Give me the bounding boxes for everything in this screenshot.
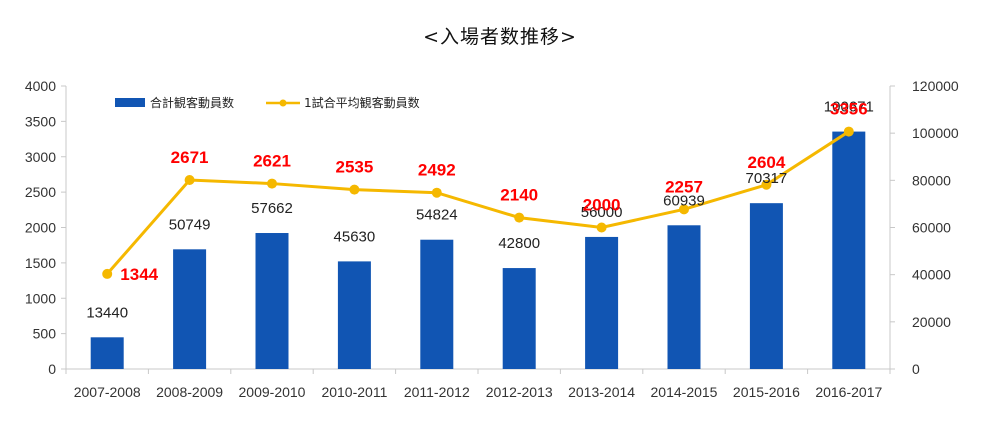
bar [585,236,619,369]
y-left-tick-label: 3500 [25,113,56,129]
bar-value-label: 54824 [416,207,458,224]
bar-value-label: 50749 [169,216,211,233]
y-left-tick-label: 1000 [25,290,56,306]
legend: 合計観客動員数 1試合平均観客動員数 [115,95,420,110]
bar [502,268,536,369]
y-left-tick-label: 3000 [25,149,56,165]
y-left-tick-label: 1500 [25,255,56,271]
y-left-tick-label: 2000 [25,220,56,236]
x-tick-label: 2008-2009 [156,384,223,400]
line-series [102,126,854,279]
y-right-tick-label: 40000 [912,267,951,283]
x-tick-label: 2016-2017 [815,384,882,400]
line-point [102,268,113,279]
x-tick-label: 2014-2015 [651,384,718,400]
bar-series [90,131,866,369]
y-left-tick-label: 4000 [25,78,56,94]
axes: 0500100015002000250030003500400002000040… [25,78,959,400]
legend-line-label: 1試合平均観客動員数 [304,95,420,110]
y-right-tick-label: 60000 [912,220,951,236]
x-tick-label: 2013-2014 [568,384,635,400]
line-value-label: 2492 [418,161,456,180]
x-tick-label: 2007-2008 [74,384,141,400]
line-point [267,178,277,189]
bar-value-label: 100671 [824,99,874,116]
line-value-label: 2671 [171,148,209,167]
bar-value-label: 57662 [251,200,293,217]
bar-value-label: 70317 [746,170,788,187]
line-point [843,126,854,137]
line-point [679,204,689,215]
line-point [596,222,607,233]
bar-value-label: 13440 [86,304,128,321]
line-value-label: 2604 [747,153,785,172]
chart-title: <入場者数推移> [423,26,577,48]
y-right-tick-label: 20000 [912,314,951,330]
bar [90,337,124,369]
line-point [184,175,195,186]
legend-bar-swatch [115,98,145,107]
y-left-tick-label: 0 [48,361,56,377]
y-right-tick-label: 0 [912,361,920,377]
line-value-label: 3356 [830,100,868,119]
line-value-label: 2140 [500,186,538,205]
y-left-tick-label: 2500 [25,184,56,200]
y-right-tick-label: 120000 [912,78,959,94]
line-value-label: 2000 [583,196,621,215]
bar-value-label: 60939 [663,192,705,209]
bar [832,131,866,369]
bar [173,249,207,369]
bar [255,233,289,369]
data-labels: 13440 50749 57662 45630 54824 42800 56000 60939… [86,99,873,322]
bar [337,261,371,369]
bar [749,203,783,369]
x-tick-label: 2009-2010 [239,384,306,400]
bar [667,225,701,369]
legend-line-marker [279,99,287,107]
bar-value-label: 56000 [581,204,623,221]
x-tick-label: 2011-2012 [404,384,470,400]
y-right-tick-label: 100000 [912,125,959,141]
x-tick-label: 2010-2011 [321,384,387,400]
y-left-tick-label: 500 [33,326,57,342]
bar-value-label: 45630 [334,228,376,245]
line-value-label: 2621 [253,152,291,171]
line-point [761,179,772,190]
bar-value-label: 42800 [498,235,540,252]
line-point [431,187,442,198]
line-value-label: 1344 [120,265,158,284]
line-point [514,212,525,223]
legend-bar-label: 合計観客動員数 [150,95,234,110]
line-point [349,184,360,195]
x-tick-label: 2012-2013 [486,384,553,400]
line-value-label: 2257 [665,177,703,196]
x-tick-label: 2015-2016 [733,384,800,400]
line-value-label: 2535 [335,158,373,177]
y-right-tick-label: 80000 [912,172,951,188]
line-path [106,130,850,275]
bar [420,239,454,369]
